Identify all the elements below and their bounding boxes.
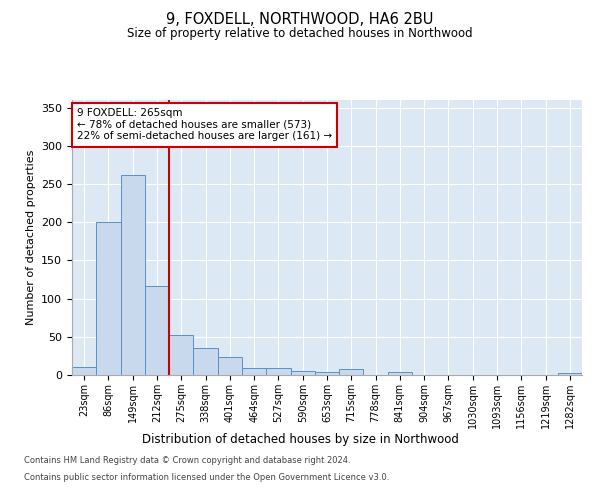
Bar (193, 348, 218, 375)
Bar (558, 372, 582, 375)
Bar (218, 356, 242, 375)
Y-axis label: Number of detached properties: Number of detached properties (26, 150, 35, 325)
Text: 9 FOXDELL: 265sqm
← 78% of detached houses are smaller (573)
22% of semi-detache: 9 FOXDELL: 265sqm ← 78% of detached hous… (77, 108, 332, 142)
Bar (315, 372, 339, 375)
Bar (290, 371, 315, 375)
Bar (242, 368, 266, 375)
Bar (72, 366, 96, 375)
Text: Contains HM Land Registry data © Crown copyright and database right 2024.: Contains HM Land Registry data © Crown c… (24, 456, 350, 465)
Text: Distribution of detached houses by size in Northwood: Distribution of detached houses by size … (142, 432, 458, 446)
Bar (121, 175, 145, 375)
Bar (339, 369, 364, 375)
Bar (96, 222, 121, 375)
Bar (266, 368, 290, 375)
Text: 9, FOXDELL, NORTHWOOD, HA6 2BU: 9, FOXDELL, NORTHWOOD, HA6 2BU (166, 12, 434, 28)
Bar (388, 372, 412, 375)
Bar (145, 286, 169, 375)
Text: Contains public sector information licensed under the Open Government Licence v3: Contains public sector information licen… (24, 474, 389, 482)
Text: Size of property relative to detached houses in Northwood: Size of property relative to detached ho… (127, 28, 473, 40)
Bar (169, 334, 193, 375)
